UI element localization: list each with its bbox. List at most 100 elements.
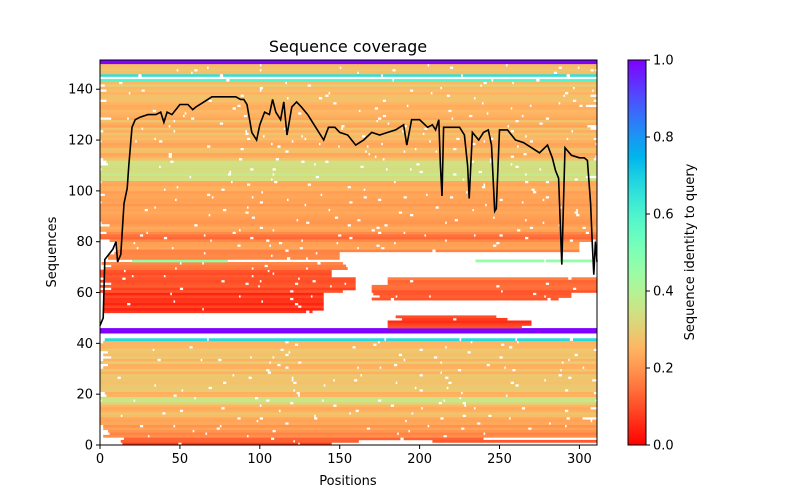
coverage-cell [173, 246, 300, 250]
coverage-cell [561, 368, 597, 372]
coverage-cell [251, 356, 273, 359]
coverage-cell [571, 277, 597, 281]
coverage-cell [270, 371, 441, 375]
coverage-cell [402, 353, 575, 357]
coverage-cell [100, 373, 233, 377]
coverage-cell [100, 63, 260, 67]
coverage-cell [286, 81, 484, 85]
coverage-cell [221, 358, 404, 362]
coverage-cell [301, 305, 324, 309]
coverage-cell [253, 236, 350, 240]
coverage-cell [397, 363, 487, 367]
y-tick-label: 20 [76, 388, 93, 403]
coverage-cell [545, 295, 572, 298]
coverage-cell [234, 373, 361, 377]
coverage-cell [493, 137, 567, 141]
coverage-cell [398, 432, 484, 436]
coverage-cell [438, 206, 559, 209]
coverage-cell [240, 417, 260, 420]
coverage-cell [100, 368, 267, 372]
coverage-cell [397, 295, 430, 298]
coverage-cell [165, 411, 350, 415]
coverage-cell [355, 345, 446, 349]
coverage-cell [100, 183, 248, 187]
coverage-cell [302, 239, 446, 242]
coverage-cell [299, 394, 506, 398]
coverage-cell [416, 386, 447, 390]
coverage-cell [115, 249, 286, 253]
coverage-cell [191, 175, 316, 179]
coverage-cell [410, 429, 597, 433]
coverage-cell [513, 81, 597, 85]
coverage-cell [475, 406, 522, 410]
coverage-cell [403, 437, 484, 441]
x-tick-label: 250 [487, 452, 512, 467]
coverage-cell [103, 129, 174, 133]
coverage-cell [571, 376, 597, 380]
coverage-cell [512, 345, 597, 349]
colorbar-tick-label: 0.8 [653, 131, 674, 146]
coverage-cell [545, 259, 593, 263]
coverage-cell [533, 140, 597, 143]
coverage-cell [577, 211, 597, 215]
coverage-cell [446, 345, 510, 349]
coverage-cell [280, 363, 395, 367]
coverage-cell [323, 399, 379, 403]
coverage-cell [465, 414, 489, 418]
coverage-cell [338, 241, 395, 245]
coverage-cell [224, 406, 422, 410]
coverage-cell [104, 193, 208, 197]
coverage-cell [171, 292, 324, 296]
coverage-cell [263, 417, 315, 420]
coverage-cell [360, 109, 449, 113]
coverage-cell [100, 150, 286, 154]
coverage-cell [235, 231, 379, 235]
coverage-cell [253, 267, 307, 270]
coverage-cell [592, 419, 597, 423]
coverage-cell [561, 66, 578, 70]
coverage-cell [100, 345, 190, 349]
coverage-cell [123, 437, 271, 441]
coverage-cell [301, 361, 441, 364]
coverage-cell [568, 389, 597, 392]
coverage-cell [574, 86, 597, 90]
coverage-cell [515, 368, 561, 372]
coverage-cell [100, 389, 182, 392]
coverage-cell [103, 297, 291, 301]
coverage-cell [183, 287, 356, 291]
coverage-cell [100, 289, 291, 293]
coverage-cell [456, 173, 526, 176]
coverage-cell [100, 218, 297, 222]
coverage-cell [288, 422, 478, 425]
coverage-cell [100, 175, 190, 179]
coverage-cell [481, 84, 597, 87]
coverage-cell [100, 170, 230, 174]
coverage-cell [448, 376, 569, 380]
coverage-cell [462, 73, 567, 77]
coverage-cell [111, 356, 251, 359]
coverage-cell [100, 145, 208, 148]
coverage-cell [441, 401, 463, 405]
coverage-cell [274, 272, 332, 276]
coverage-cell [100, 381, 224, 385]
coverage-cell [339, 145, 367, 148]
coverage-cell [274, 356, 434, 359]
coverage-cell [429, 63, 506, 67]
coverage-cell [573, 129, 597, 133]
coverage-cell [483, 101, 559, 105]
coverage-cell [459, 137, 490, 141]
coverage-cell [269, 269, 332, 273]
coverage-cell [100, 404, 260, 408]
coverage-cell [103, 300, 174, 303]
coverage-cell [593, 89, 597, 93]
coverage-cell [331, 284, 356, 288]
coverage-cell [100, 343, 295, 347]
coverage-cell [263, 190, 466, 194]
coverage-cell [336, 101, 482, 105]
coverage-cell [507, 63, 597, 67]
coverage-cell [485, 432, 597, 436]
coverage-cell [100, 185, 177, 189]
coverage-cell [394, 79, 492, 82]
coverage-cell [107, 363, 278, 367]
coverage-cell [411, 168, 540, 171]
